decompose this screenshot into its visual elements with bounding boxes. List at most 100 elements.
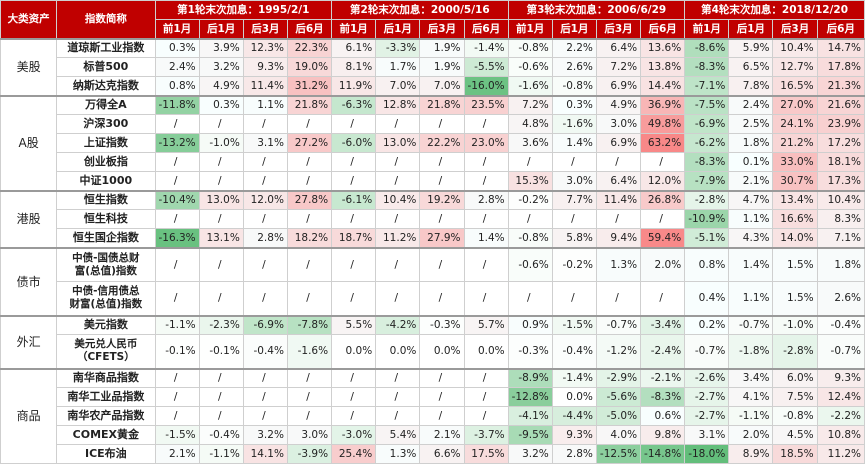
index-name-line: 万得全A (85, 98, 127, 112)
value-cell: 1.5% (772, 246, 818, 282)
value-cell: -3.3% (375, 37, 421, 58)
value-cell: -5.1% (684, 228, 730, 248)
value-cell: -7.5% (684, 94, 730, 115)
header-period: 后1月 (728, 19, 774, 39)
value-cell: / (375, 114, 421, 134)
value-cell: -0.4% (198, 425, 244, 445)
value-cell: -1.4% (551, 367, 597, 388)
value-cell: 13.4% (772, 189, 818, 210)
value-cell: 1.1% (242, 94, 288, 115)
value-cell: 1.9% (419, 37, 465, 58)
index-name-cell: 中证1000 (56, 171, 156, 191)
value-cell: 7.0% (419, 76, 465, 96)
value-cell: 19.0% (286, 57, 333, 77)
asset-class-cell: 美股 (0, 37, 58, 96)
index-name-cell: 上证指数 (56, 133, 156, 153)
value-cell: 21.8% (419, 94, 465, 115)
value-cell: 22.3% (286, 37, 333, 58)
index-name-cell: 创业板指 (56, 152, 156, 172)
table-row: 创业板指 / / / / / / / / / / / / -8.3% 0.1% 33.0% 18.1% (1, 152, 865, 172)
value-cell: 2.0% (640, 246, 686, 282)
value-cell: 23.0% (463, 133, 509, 153)
value-cell: / (154, 281, 200, 316)
value-cell: / (419, 281, 465, 316)
value-cell: -2.4% (640, 334, 686, 369)
value-cell: -1.5% (154, 425, 200, 445)
value-cell: -14.8% (640, 444, 686, 464)
index-name-cell: 南华商品指数 (56, 367, 156, 388)
value-cell: 9.3% (242, 57, 288, 77)
value-cell: 6.5% (728, 57, 774, 77)
value-cell: -0.4% (816, 314, 865, 335)
value-cell: / (419, 367, 465, 388)
value-cell: / (463, 387, 509, 407)
value-cell: 13.6% (640, 37, 686, 58)
value-cell: 3.4% (728, 367, 774, 388)
value-cell: / (286, 367, 333, 388)
value-cell: 27.9% (419, 228, 465, 248)
index-name-line: 纳斯达克指数 (72, 78, 139, 92)
table-row: ICE布油 2.1% -1.1% 14.1% -3.9% 25.4% 1.3% 6.6% 17.… (1, 444, 865, 464)
value-cell: / (286, 387, 333, 407)
value-cell: 1.5% (772, 281, 818, 316)
value-cell: / (463, 367, 509, 388)
value-cell: / (640, 281, 686, 316)
value-cell: 21.8% (286, 94, 333, 115)
index-name-line: 美元兑人民币 (74, 338, 138, 351)
value-cell: -6.9% (242, 314, 288, 335)
value-cell: 2.0% (728, 425, 774, 445)
header-period: 后3月 (595, 19, 642, 39)
value-cell: / (419, 171, 465, 191)
index-name-cell: 沪深300 (56, 114, 156, 134)
value-cell: -1.5% (551, 314, 597, 335)
header-period: 后1月 (198, 19, 244, 39)
index-name-cell: 美元指数 (56, 314, 156, 335)
header-period: 后6月 (286, 19, 333, 39)
value-cell: -12.8% (507, 387, 553, 407)
value-cell: / (463, 152, 509, 172)
header-round-1: 第1轮末次加息：1995/2/1 (154, 0, 333, 20)
header-period: 后3月 (419, 19, 465, 39)
value-cell: / (198, 281, 244, 316)
value-cell: 16.6% (772, 209, 818, 229)
value-cell: 11.9% (331, 76, 377, 96)
value-cell: -0.4% (242, 334, 288, 369)
value-cell: 19.2% (419, 189, 465, 210)
value-cell: 2.6% (816, 281, 865, 316)
value-cell: 7.7% (551, 189, 597, 210)
value-cell: 23.9% (816, 114, 865, 134)
value-cell: 11.2% (375, 228, 421, 248)
index-name-line: 中债-国债总财 (72, 251, 140, 264)
value-cell: / (463, 281, 509, 316)
value-cell: 6.4% (595, 171, 642, 191)
header-period: 后3月 (242, 19, 288, 39)
index-name-line: 美元指数 (83, 318, 128, 332)
header-round-4: 第4轮末次加息：2018/12/20 (684, 0, 865, 20)
value-cell: -13.2% (154, 133, 200, 153)
table-row: 中债-信用债总 财富(总值)指数 / / / / / / / / / / //0.4% 1.1% 1.5% 2… (1, 281, 865, 316)
value-cell: 26.8% (640, 189, 686, 210)
header-asset-class: 大类资产 (0, 0, 58, 39)
value-cell: -3.0% (331, 425, 377, 445)
value-cell: / (198, 406, 244, 426)
value-cell: 13.0% (375, 133, 421, 153)
value-cell: 7.2% (595, 57, 642, 77)
value-cell: 59.4% (640, 228, 686, 248)
value-cell: / (242, 246, 288, 282)
value-cell: -1.8% (728, 334, 774, 369)
index-name-cell: 中债-信用债总 财富(总值)指数 (56, 281, 156, 316)
value-cell: 4.1% (728, 387, 774, 407)
value-cell: -1.1% (198, 444, 244, 464)
value-cell: / (375, 406, 421, 426)
value-cell: -16.3% (154, 228, 200, 248)
value-cell: 10.4% (375, 189, 421, 210)
value-cell: 6.0% (772, 367, 818, 388)
value-cell: / (331, 387, 377, 407)
value-cell: 6.9% (595, 76, 642, 96)
value-cell: -0.8% (507, 228, 553, 248)
value-cell: 1.7% (375, 57, 421, 77)
value-cell: 1.4% (463, 228, 509, 248)
value-cell: -2.7% (684, 406, 730, 426)
header-round-3: 第3轮末次加息：2006/6/29 (507, 0, 686, 20)
asset-class-cell: 港股 (0, 189, 58, 248)
